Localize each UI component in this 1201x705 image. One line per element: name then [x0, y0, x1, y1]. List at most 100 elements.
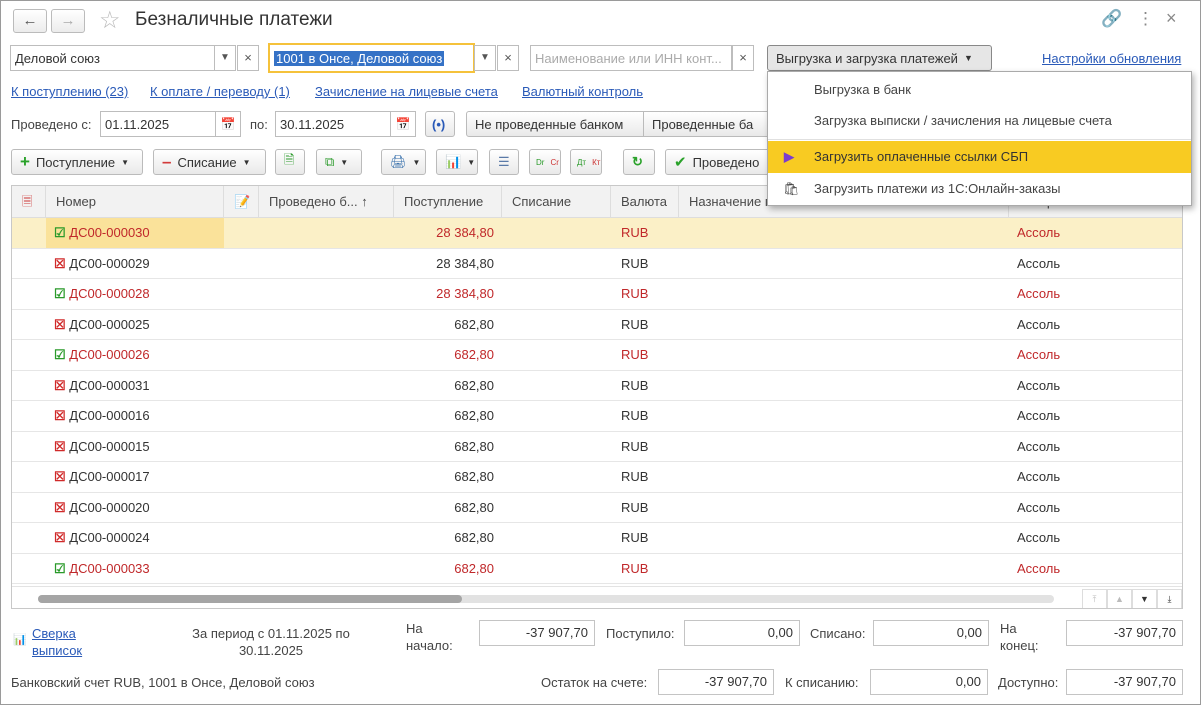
attachment-icon[interactable]: 📝: [224, 186, 259, 218]
calendar-icon[interactable]: 📅: [215, 111, 241, 137]
receipt-cell: 682,80: [454, 438, 494, 454]
column-currency[interactable]: Валюта: [611, 186, 679, 218]
period-select-button[interactable]: (•): [425, 111, 455, 137]
organization-field[interactable]: Деловой союз: [10, 45, 215, 71]
currency-cell: RUB: [621, 408, 649, 423]
favorite-star-icon[interactable]: ☆: [99, 7, 121, 34]
column-receipt[interactable]: Поступление: [394, 186, 502, 218]
dropdown-icon[interactable]: ▼: [474, 45, 496, 71]
bank-account-field[interactable]: 1001 в Онсе, Деловой союз: [268, 43, 475, 73]
clear-icon[interactable]: ×: [237, 45, 259, 71]
table-row[interactable]: ☑ ДС00-000030 28 384,80 RUB Ассоль: [12, 218, 1182, 249]
dropdown-icon[interactable]: ▼: [214, 45, 236, 71]
table-row[interactable]: ☒ ДС00-000016 682,80 RUB Ассоль: [12, 401, 1182, 432]
period-to-field[interactable]: 30.11.2025: [275, 111, 391, 137]
writeoff-button[interactable]: – Списание ▼: [153, 149, 266, 175]
link-currency-control[interactable]: Валютный контроль: [522, 84, 644, 99]
horizontal-scrollbar[interactable]: ⤒ ▲ ▼ ⤓: [12, 586, 1182, 608]
last-row-icon[interactable]: ⤓: [1157, 589, 1182, 608]
menu-item-load-online-orders[interactable]: 🛍 Загрузить платежи из 1С:Онлайн-заказы: [768, 173, 1191, 205]
calendar-icon[interactable]: 📅: [390, 111, 416, 137]
next-row-icon[interactable]: ▼: [1132, 589, 1157, 608]
table-row[interactable]: ☒ ДС00-000015 682,80 RUB Ассоль: [12, 432, 1182, 462]
receipt-button[interactable]: + Поступление ▼: [11, 149, 143, 175]
reconcile-link[interactable]: Сверка выписок: [32, 626, 83, 658]
back-button[interactable]: ←: [13, 9, 47, 33]
period-from-field[interactable]: 01.11.2025: [100, 111, 216, 137]
scroll-track[interactable]: [38, 595, 1054, 603]
forward-button[interactable]: →: [51, 9, 85, 33]
receipt-cell: 28 384,80: [436, 225, 494, 240]
column-writeoff[interactable]: Списание: [502, 186, 611, 218]
receipt-cell: 682,80: [454, 377, 494, 393]
report-icon: 📊: [13, 634, 27, 646]
create-based-on-button[interactable]: ⧉ ▼: [316, 149, 362, 175]
receipt-cell: 28 384,80: [436, 255, 494, 271]
table-row[interactable]: ☑ ДС00-000026 682,80 RUB Ассоль: [12, 340, 1182, 371]
table-row[interactable]: ☒ ДС00-000031 682,80 RUB Ассоль: [12, 371, 1182, 401]
counterparty-cell: Ассоль: [1017, 347, 1061, 362]
receipt-cell: 682,80: [454, 560, 494, 576]
print-button[interactable]: 🖨 ▼: [381, 149, 426, 175]
link-to-receipt[interactable]: К поступлению (23): [11, 84, 129, 99]
column-bank-posted[interactable]: Проведено б... ↑: [259, 186, 394, 218]
link-personal-accounts[interactable]: Зачисление на лицевые счета: [315, 84, 498, 99]
refresh-button[interactable]: ↻: [623, 149, 655, 175]
number-cell: ☒ ДС00-000025: [46, 310, 224, 340]
close-icon[interactable]: ×: [1166, 8, 1177, 28]
list-settings-button[interactable]: ☰: [489, 149, 519, 175]
counterparty-cell: Ассоль: [1017, 499, 1061, 515]
export-import-button[interactable]: Выгрузка и загрузка платежей ▼: [767, 45, 992, 71]
currency-cell: RUB: [621, 316, 649, 332]
dr-cr-icon[interactable]: Dr Cr: [529, 149, 561, 175]
receipt-cell: 682,80: [454, 347, 494, 362]
dropdown-icon: ▼: [242, 157, 251, 167]
number-text: ДС00-000020: [69, 499, 150, 515]
dropdown-icon: ▼: [963, 53, 973, 63]
first-row-icon[interactable]: ⤒: [1082, 589, 1107, 608]
receipt-cell: 682,80: [454, 530, 494, 545]
table-row[interactable]: ☒ ДС00-000029 28 384,80 RUB Ассоль: [12, 249, 1182, 279]
counterparty-cell: Ассоль: [1017, 377, 1061, 393]
posted-button[interactable]: ✔ Проведено: [665, 149, 775, 175]
prev-row-icon[interactable]: ▲: [1107, 589, 1132, 608]
period-to-label: по:: [250, 117, 268, 132]
writeoff-label: Списание: [177, 154, 237, 170]
table-row[interactable]: ☑ ДС00-000028 28 384,80 RUB Ассоль: [12, 279, 1182, 310]
number-cell: ☒ ДС00-000031: [46, 371, 224, 401]
number-cell: ☒ ДС00-000017: [46, 462, 224, 492]
balance-value: -37 907,70: [658, 669, 774, 695]
link-to-payment[interactable]: К оплате / переводу (1): [150, 84, 290, 99]
table-row[interactable]: ☒ ДС00-000017 682,80 RUB Ассоль: [12, 462, 1182, 493]
link-icon[interactable]: 🔗: [1101, 9, 1123, 28]
create-document-button[interactable]: 🗎: [275, 149, 305, 175]
counterparty-field[interactable]: Наименование или ИНН конт...: [530, 45, 732, 71]
table-row[interactable]: ☒ ДС00-000024 682,80 RUB Ассоль: [12, 523, 1182, 554]
table-row[interactable]: ☒ ДС00-000025 682,80 RUB Ассоль: [12, 310, 1182, 340]
menu-item-export-bank[interactable]: Выгрузка в банк: [814, 82, 911, 97]
out-value: 0,00: [873, 620, 989, 646]
column-number[interactable]: Номер: [46, 186, 224, 218]
counterparty-cell: Ассоль: [1017, 408, 1061, 423]
table-row[interactable]: ☑ ДС00-000033 682,80 RUB Ассоль: [12, 554, 1182, 584]
menu-divider: [768, 139, 1191, 140]
update-settings-link[interactable]: Настройки обновления: [1042, 51, 1182, 66]
clear-icon[interactable]: ×: [497, 45, 519, 71]
more-icon[interactable]: ⋮: [1137, 9, 1154, 28]
posted-document-icon: ☑: [54, 560, 66, 576]
dt-kt-icon[interactable]: Дт Кт: [570, 149, 602, 175]
scroll-thumb[interactable]: [38, 595, 462, 603]
reports-button[interactable]: 📊 ▼: [436, 149, 478, 175]
document-icon[interactable]: 🗏: [12, 186, 46, 218]
tab-posted[interactable]: Проведенные ба: [643, 111, 773, 137]
clear-icon[interactable]: ×: [732, 45, 754, 71]
counterparty-cell: Ассоль: [1017, 560, 1061, 576]
balance-label: Остаток на счете:: [541, 675, 648, 690]
table-row[interactable]: ☒ ДС00-000020 682,80 RUB Ассоль: [12, 493, 1182, 523]
bank-account-value: 1001 в Онсе, Деловой союз: [274, 50, 445, 66]
menu-item-load-sbp[interactable]: ▶ Загрузить оплаченные ссылки СБП: [768, 141, 1191, 173]
receipt-cell: 28 384,80: [436, 286, 494, 301]
tab-not-posted[interactable]: Не проведенные банком: [466, 111, 644, 137]
deleted-document-icon: ☒: [54, 499, 66, 515]
menu-item-import-statement[interactable]: Загрузка выписки / зачисления на лицевые…: [814, 113, 1112, 128]
